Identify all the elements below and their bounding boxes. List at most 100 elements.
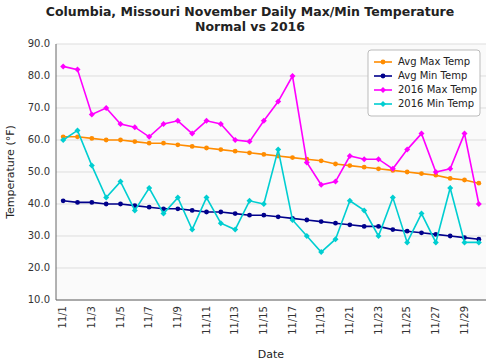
- data-point: [333, 236, 339, 242]
- data-point: [218, 220, 224, 226]
- data-point: [333, 179, 339, 185]
- x-tick-label: 11/17: [287, 306, 298, 335]
- data-point: [476, 201, 482, 207]
- data-point: [218, 121, 224, 127]
- data-point: [104, 202, 109, 207]
- data-point: [433, 169, 439, 175]
- data-point: [304, 218, 309, 223]
- data-point: [118, 179, 124, 185]
- data-point: [232, 137, 238, 143]
- data-point: [462, 131, 468, 137]
- data-point: [347, 163, 352, 168]
- data-point: [390, 195, 396, 201]
- y-axis: [56, 44, 57, 300]
- data-point: [319, 219, 324, 224]
- grid-line: [56, 236, 486, 237]
- data-point: [190, 144, 195, 149]
- x-axis: [56, 300, 486, 301]
- data-point: [147, 141, 152, 146]
- x-tick-label: 11/9: [172, 306, 183, 328]
- data-point: [376, 224, 381, 229]
- chart: 10.020.030.040.050.060.070.080.090.011/1…: [0, 0, 500, 364]
- data-point: [333, 221, 338, 226]
- data-point: [161, 121, 167, 127]
- x-tick-label: 11/27: [430, 306, 441, 335]
- data-point: [261, 213, 266, 218]
- data-point: [318, 182, 324, 188]
- data-point: [104, 138, 109, 143]
- data-point: [189, 227, 195, 233]
- data-point: [161, 211, 167, 217]
- data-point: [89, 200, 94, 205]
- x-tick-label: 11/29: [459, 306, 470, 335]
- data-point: [261, 152, 266, 157]
- data-point: [118, 121, 124, 127]
- data-point: [147, 205, 152, 210]
- data-point: [361, 156, 367, 162]
- data-point: [405, 170, 410, 175]
- data-point: [175, 195, 181, 201]
- data-point: [404, 147, 410, 153]
- data-point: [218, 147, 223, 152]
- x-tick-label: 11/15: [258, 306, 269, 335]
- data-point: [290, 155, 295, 160]
- data-point: [161, 141, 166, 146]
- grid-line: [56, 268, 486, 269]
- grid-line: [56, 300, 486, 301]
- data-point: [204, 146, 209, 151]
- data-point: [132, 207, 138, 213]
- series-line: [63, 66, 479, 204]
- legend-label: Avg Max Temp: [398, 56, 470, 67]
- data-point: [190, 208, 195, 213]
- data-point: [75, 67, 81, 73]
- data-point: [304, 233, 310, 239]
- legend-marker: [381, 60, 386, 65]
- data-point: [476, 239, 482, 245]
- data-point: [390, 166, 396, 172]
- legend-marker: [381, 74, 386, 79]
- x-tick-label: 11/1: [57, 306, 68, 328]
- data-point: [390, 227, 395, 232]
- data-point: [447, 166, 453, 172]
- data-point: [89, 163, 95, 169]
- y-tick-label: 60.0: [28, 134, 50, 145]
- x-tick-label: 11/25: [401, 306, 412, 335]
- data-point: [175, 206, 180, 211]
- data-point: [247, 198, 253, 204]
- data-point: [304, 159, 310, 165]
- data-point: [404, 239, 410, 245]
- y-tick-label: 80.0: [28, 70, 50, 81]
- data-point: [419, 171, 424, 176]
- data-point: [405, 229, 410, 234]
- y-tick-label: 20.0: [28, 262, 50, 273]
- data-point: [118, 202, 123, 207]
- data-point: [233, 149, 238, 154]
- x-tick-label: 11/13: [229, 306, 240, 335]
- data-point: [204, 210, 209, 215]
- y-axis-label: Temperature (°F): [4, 125, 17, 220]
- data-point: [448, 176, 453, 181]
- plot-area: [56, 44, 486, 300]
- data-point: [419, 131, 425, 137]
- data-point: [261, 201, 267, 207]
- x-tick-label: 11/21: [344, 306, 355, 335]
- data-point: [275, 147, 281, 153]
- x-tick-label: 11/11: [201, 306, 212, 335]
- x-tick-label: 11/23: [373, 306, 384, 335]
- data-point: [376, 166, 381, 171]
- y-tick-label: 90.0: [28, 38, 50, 49]
- data-point: [233, 211, 238, 216]
- data-point: [247, 150, 252, 155]
- data-point: [276, 214, 281, 219]
- data-point: [447, 185, 453, 191]
- data-point: [146, 134, 152, 140]
- data-point: [204, 118, 210, 124]
- data-point: [75, 200, 80, 205]
- data-point: [347, 153, 353, 159]
- data-point: [448, 234, 453, 239]
- data-point: [376, 156, 382, 162]
- data-point: [347, 198, 353, 204]
- data-point: [60, 63, 66, 69]
- data-point: [232, 227, 238, 233]
- data-point: [290, 73, 296, 79]
